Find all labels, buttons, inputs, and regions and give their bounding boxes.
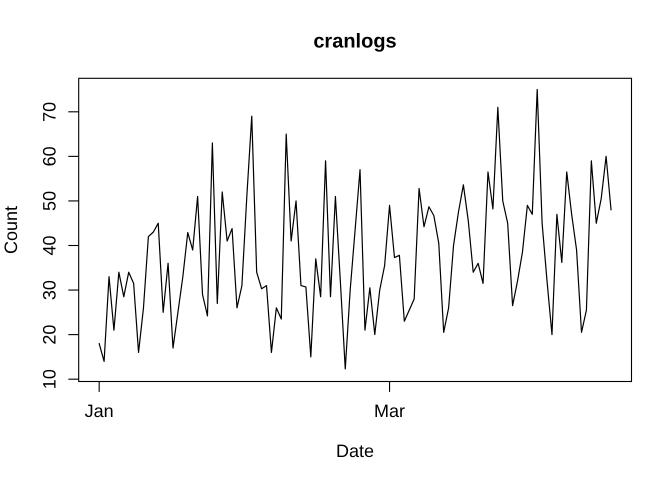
svg-text:20: 20 bbox=[40, 325, 60, 345]
svg-text:Date: Date bbox=[336, 441, 374, 461]
svg-text:Jan: Jan bbox=[85, 401, 114, 421]
svg-text:50: 50 bbox=[40, 191, 60, 211]
svg-text:70: 70 bbox=[40, 102, 60, 122]
svg-text:Mar: Mar bbox=[374, 401, 405, 421]
svg-text:cranlogs: cranlogs bbox=[313, 31, 396, 53]
svg-text:Count: Count bbox=[1, 206, 21, 254]
svg-text:10: 10 bbox=[40, 369, 60, 389]
svg-text:60: 60 bbox=[40, 146, 60, 166]
svg-text:30: 30 bbox=[40, 280, 60, 300]
svg-text:40: 40 bbox=[40, 235, 60, 255]
